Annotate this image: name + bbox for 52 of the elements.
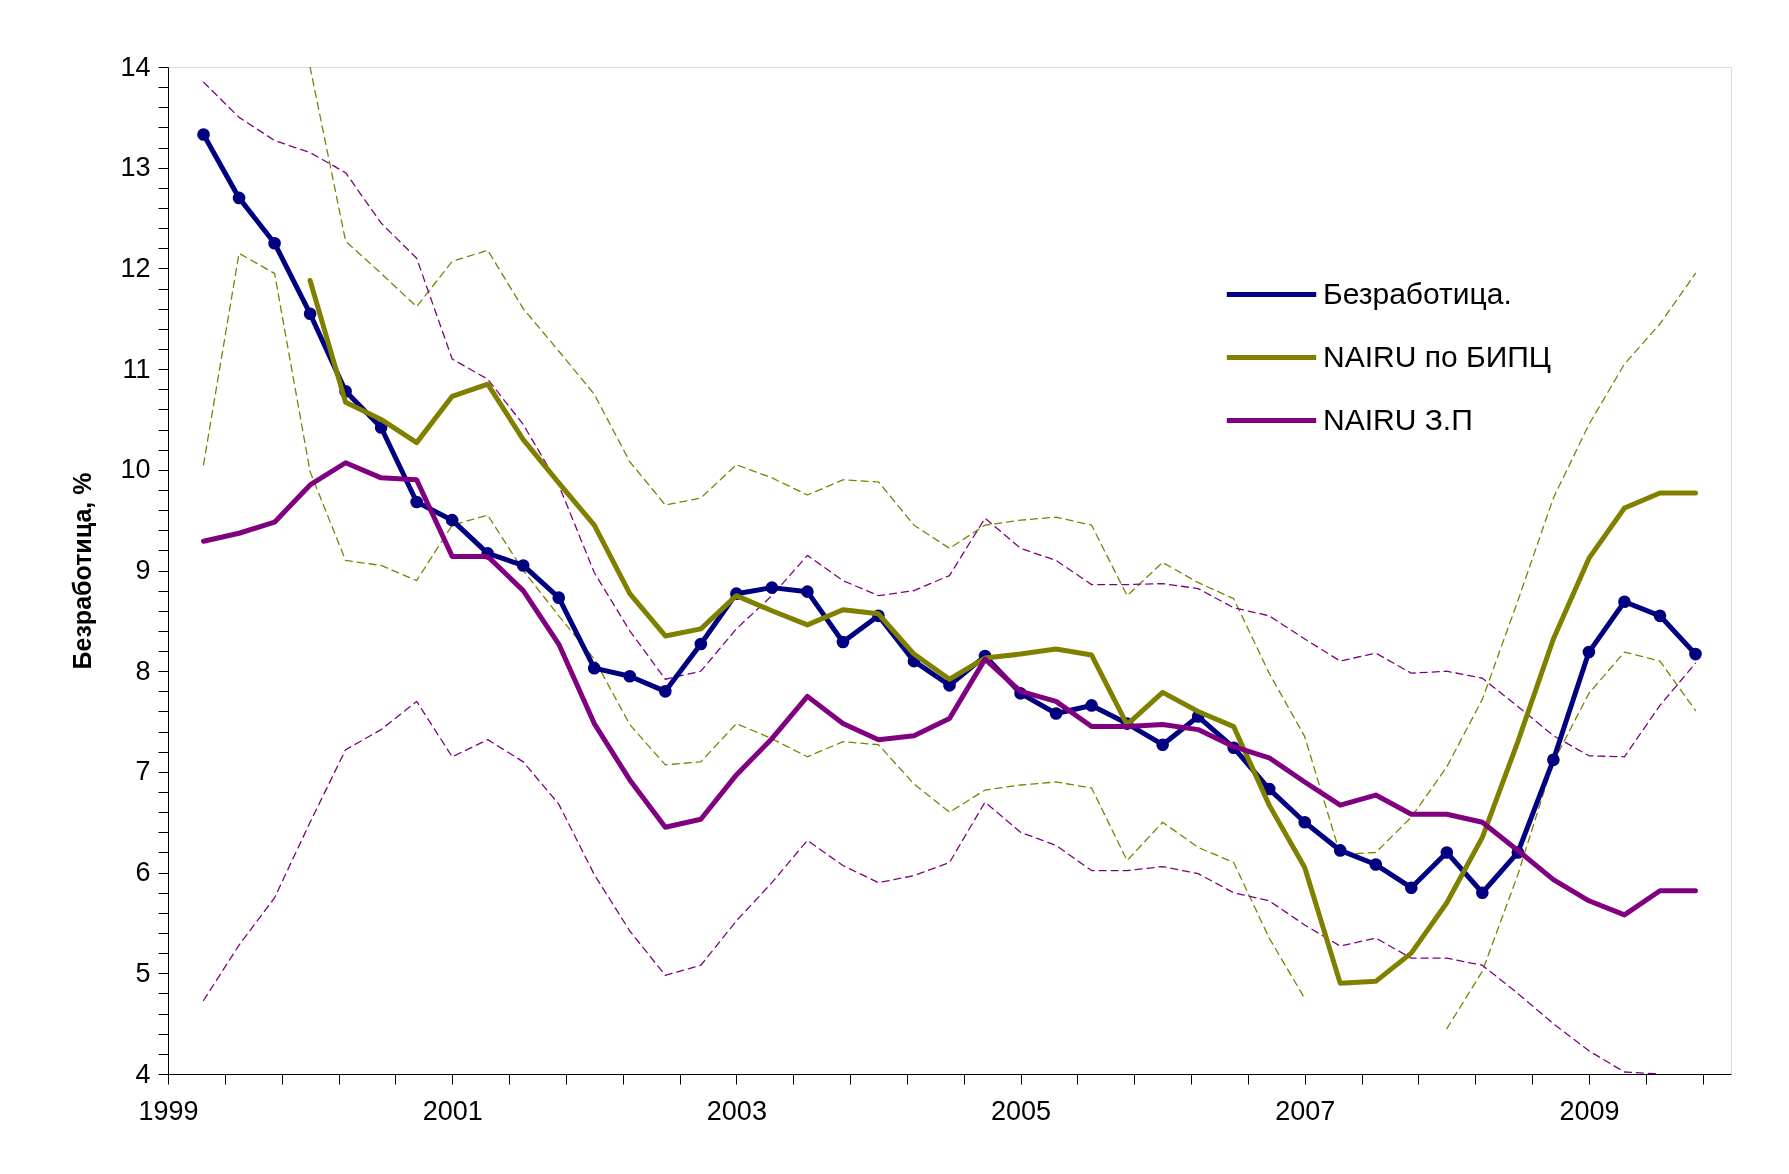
y-tick-label: 13 <box>120 152 151 183</box>
point <box>1440 846 1454 859</box>
point <box>1582 645 1596 659</box>
point <box>1653 609 1667 623</box>
y-tick-label: 12 <box>120 252 151 283</box>
point <box>694 637 708 651</box>
point <box>1689 647 1702 661</box>
point <box>623 669 637 683</box>
point <box>552 591 566 604</box>
point <box>268 236 281 250</box>
y-tick-label: 5 <box>135 957 151 988</box>
point <box>1085 699 1098 712</box>
point <box>1476 886 1489 900</box>
point <box>1618 595 1631 609</box>
y-tick-label: 14 <box>120 51 151 82</box>
point <box>836 635 850 649</box>
y-tick-label: 10 <box>120 454 151 485</box>
x-tick-label: 2003 <box>706 1095 767 1126</box>
x-tick-label: 2009 <box>1559 1095 1620 1126</box>
point <box>765 581 779 594</box>
point <box>1547 753 1560 767</box>
y-tick-label: 8 <box>135 655 151 686</box>
line-series <box>309 67 1697 856</box>
y-tick-label: 7 <box>135 756 151 787</box>
y-tick-label: 6 <box>135 857 151 888</box>
point <box>801 585 814 598</box>
point <box>1333 844 1347 857</box>
point <box>232 191 246 205</box>
point <box>197 128 210 141</box>
point <box>410 495 423 509</box>
point <box>1298 815 1312 829</box>
x-tick-label: 2001 <box>422 1095 483 1126</box>
point <box>445 513 459 527</box>
point <box>1156 738 1169 752</box>
y-tick-label: 11 <box>122 353 151 384</box>
x-tick-label: 1999 <box>138 1095 199 1126</box>
y-tick-label: 9 <box>135 555 151 585</box>
point <box>658 685 672 698</box>
point <box>516 559 530 572</box>
legend-label: NAIRU З.П <box>1323 402 1473 436</box>
y-tick-label: 4 <box>135 1058 151 1089</box>
point <box>1049 707 1063 720</box>
y-axis-title: Безработица, % <box>68 472 97 670</box>
legend-label: NAIRU по БИПЦ <box>1323 339 1551 373</box>
line-series <box>202 81 1697 758</box>
x-tick-label: 2007 <box>1275 1095 1336 1126</box>
point <box>1404 881 1418 895</box>
legend-label: Безработица. <box>1323 276 1512 310</box>
x-tick-label: 2005 <box>991 1095 1052 1126</box>
point <box>303 307 317 321</box>
point <box>1369 858 1383 871</box>
point <box>587 661 601 675</box>
